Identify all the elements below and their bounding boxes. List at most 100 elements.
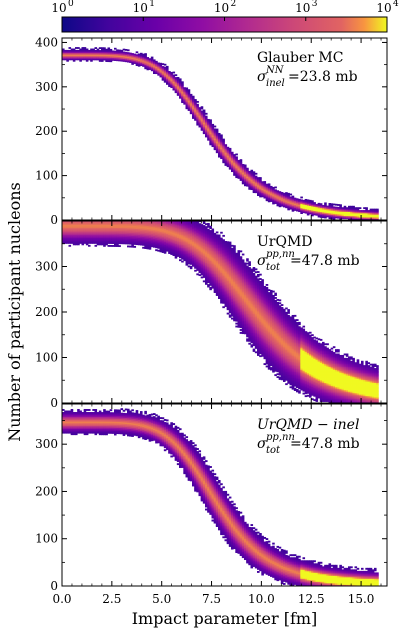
heatmap-cell (62, 55, 65, 58)
heatmap-cell (83, 225, 87, 228)
heatmap-cell (148, 244, 152, 247)
heatmap-cell (244, 173, 247, 175)
heatmap-cell (185, 241, 189, 244)
heatmap-cells (62, 47, 379, 220)
heatmap-cell (241, 307, 245, 310)
heatmap-cell (220, 134, 223, 137)
heatmap-cell (146, 247, 150, 250)
heatmap-cell (218, 237, 221, 240)
heatmap-cell (183, 87, 186, 90)
heatmap-cell (183, 251, 186, 254)
heatmap-cell (176, 78, 180, 81)
heatmap-cell (254, 347, 258, 349)
heatmap-cell (170, 86, 173, 88)
heatmap-cell (257, 336, 260, 339)
heatmap-cell (222, 281, 225, 284)
heatmap-cell (270, 298, 273, 301)
heatmap-cell (68, 236, 72, 238)
heatmap-cell (172, 242, 176, 245)
heatmap-cell (235, 261, 238, 264)
heatmap-cell (239, 263, 243, 266)
heatmap-cell (202, 260, 206, 262)
heatmap-cell (361, 211, 364, 214)
heatmap-cell (122, 52, 126, 55)
heatmap-cell (220, 246, 223, 249)
heatmap-cell (371, 212, 375, 215)
heatmap-cell (369, 215, 373, 218)
heatmap-cell (276, 358, 280, 361)
heatmap-cell (103, 227, 106, 230)
heatmap-cell (265, 332, 269, 334)
heatmap-cell (233, 283, 236, 285)
heatmap-cell (66, 55, 69, 58)
heatmap-cell (250, 275, 254, 278)
heatmap-cell (332, 214, 336, 217)
heatmap-cell (85, 224, 89, 227)
heatmap-cell (218, 265, 221, 267)
heatmap-cell (166, 243, 169, 246)
heatmap-cell (276, 360, 280, 362)
heatmap-cell (92, 223, 95, 225)
heatmap-cell (280, 304, 284, 306)
heatmap-cell (231, 160, 234, 163)
heatmap-cell (237, 325, 241, 328)
heatmap-cell (194, 110, 197, 113)
heatmap-cell (218, 278, 221, 281)
heatmap-cell (64, 227, 67, 230)
heatmap-cell (220, 147, 223, 150)
heatmap-cell (235, 163, 238, 166)
heatmap-cell (237, 162, 241, 165)
heatmap-cell (157, 227, 160, 230)
heatmap-cell (109, 234, 113, 237)
heatmap-cell (200, 260, 204, 263)
heatmap-cell (261, 349, 264, 351)
heatmap-cell (272, 198, 275, 201)
heatmap-cell (215, 270, 219, 273)
heatmap-cell (317, 212, 321, 215)
heatmap-cell (218, 253, 221, 256)
heatmap-cell (98, 52, 102, 55)
heatmap-cell (276, 363, 280, 365)
colorbar-tick: 10 4 (376, 0, 399, 21)
heatmap-cell (231, 284, 234, 287)
heatmap-cell (211, 235, 215, 238)
heatmap-cell (244, 278, 247, 281)
heatmap-cell (105, 236, 108, 239)
heatmap-cell (83, 48, 87, 51)
heatmap-cell (198, 253, 202, 256)
heatmap-cell (213, 280, 217, 283)
heatmap-cell (90, 55, 93, 58)
heatmap-cell (228, 279, 232, 282)
heatmap-cell (62, 225, 65, 228)
heatmap-cell (218, 256, 221, 259)
heatmap-cell (261, 301, 264, 303)
heatmap-cell (276, 333, 280, 336)
heatmap-cell (226, 295, 230, 298)
heatmap-cell (280, 327, 284, 330)
heatmap-cell (111, 226, 115, 228)
heatmap-cell (196, 267, 199, 270)
heatmap-cell (270, 311, 273, 314)
heatmap-cell (94, 55, 98, 58)
heatmap-cell (228, 266, 232, 269)
heatmap-cell (254, 268, 258, 271)
heatmap-cell (285, 355, 288, 358)
heatmap-cell (235, 276, 238, 278)
heatmap-cell (194, 106, 197, 108)
heatmap-cell (213, 283, 217, 286)
heatmap-cell (127, 232, 130, 235)
heatmap-cell (265, 365, 269, 368)
heatmap-cell (250, 179, 254, 182)
heatmap-cell (259, 187, 262, 189)
heatmap-cell (192, 108, 195, 111)
heatmap-cell (107, 221, 111, 224)
heatmap-cell (220, 244, 223, 247)
heatmap-cell (111, 230, 115, 233)
heatmap-cell (259, 184, 262, 187)
heatmap-cell (192, 231, 195, 234)
heatmap-cell (77, 52, 80, 55)
heatmap-cell (207, 269, 210, 272)
heatmap-cell (168, 73, 171, 76)
heatmap-cell (209, 246, 212, 248)
heatmap-cell (309, 211, 312, 214)
